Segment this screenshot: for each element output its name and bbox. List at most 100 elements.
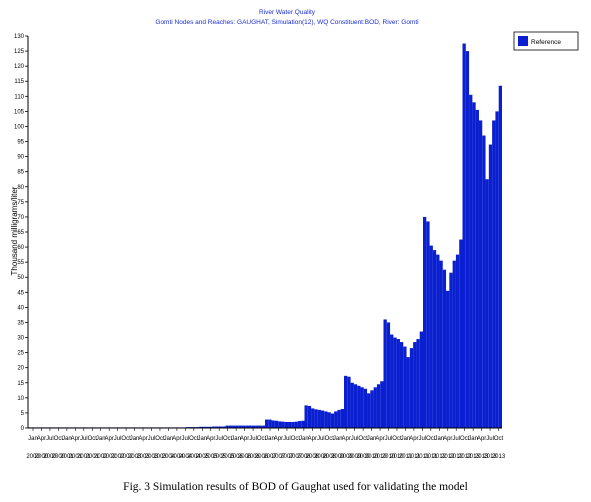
- bar: [330, 413, 335, 428]
- y-tick-label: 100: [14, 124, 25, 130]
- x-tick-month: Apr: [37, 436, 46, 442]
- bar: [294, 421, 298, 428]
- x-tick-year: 2008: [314, 454, 328, 460]
- y-tick-label: 10: [17, 396, 24, 402]
- x-tick-year: 2012: [433, 454, 447, 460]
- x-tick-month: Jan: [468, 436, 478, 442]
- x-tick-month: Oct: [426, 436, 436, 442]
- x-tick-year: 2010: [373, 454, 387, 460]
- bar: [209, 426, 213, 428]
- x-tick-year: 2000: [43, 454, 57, 460]
- bar: [478, 120, 483, 428]
- bar: [409, 348, 414, 428]
- bar: [274, 420, 279, 428]
- bar: [485, 179, 489, 428]
- y-tick-label: 15: [17, 381, 24, 387]
- x-tick-year: 2006: [255, 454, 269, 460]
- y-tick-label: 95: [17, 140, 24, 146]
- bar: [432, 250, 437, 428]
- x-tick-year: 2013: [466, 454, 480, 460]
- bar: [301, 420, 305, 428]
- x-tick-year: 2010: [365, 454, 379, 460]
- x-tick-year: 2011: [424, 454, 438, 460]
- x-tick-month: Apr: [342, 436, 351, 442]
- x-tick-year: 2004: [170, 454, 184, 460]
- x-tick-year: 2006: [238, 454, 252, 460]
- bar: [241, 425, 246, 428]
- bar: [360, 387, 364, 428]
- bar: [340, 409, 344, 428]
- bar: [215, 426, 219, 428]
- x-tick-month: Jul: [215, 436, 223, 442]
- chart-title: River Water Quality: [259, 9, 316, 16]
- x-axis: Jan 2000 Apr 2000 Jul 2000 Oct 2000 Jan 2001 Apr 20…: [26, 428, 506, 460]
- x-tick-month: Oct: [155, 436, 165, 442]
- bar-series: [28, 43, 502, 429]
- x-tick-month: Jul: [385, 436, 393, 442]
- bar: [255, 425, 259, 428]
- bar: [419, 331, 423, 428]
- x-tick-year: 2011: [416, 454, 430, 460]
- x-tick-month: Jan: [164, 436, 174, 442]
- x-tick-year: 2003: [153, 454, 167, 460]
- bar: [446, 290, 450, 428]
- x-tick-year: 2003: [145, 454, 159, 460]
- x-tick-year: 2005: [204, 454, 218, 460]
- x-tick-year: 2002: [111, 454, 125, 460]
- bar: [396, 339, 400, 428]
- y-tick-label: 130: [14, 34, 25, 40]
- y-tick-label: 30: [17, 336, 24, 342]
- x-tick-year: 2007: [280, 454, 294, 460]
- x-tick-month: Jan: [333, 436, 343, 442]
- x-tick-month: Jul: [351, 436, 359, 442]
- bar: [482, 135, 486, 428]
- bar: [488, 144, 493, 429]
- x-tick-month: Jan: [62, 436, 72, 442]
- x-tick-month: Oct: [460, 436, 470, 442]
- x-tick-month: Jul: [419, 436, 427, 442]
- y-tick-label: 25: [17, 351, 24, 357]
- bar: [376, 384, 381, 428]
- legend-box: [513, 31, 579, 51]
- bar: [284, 421, 289, 428]
- bar: [347, 376, 351, 428]
- x-tick-year: 2008: [306, 454, 320, 460]
- y-tick-label: 105: [14, 109, 25, 115]
- bar: [304, 405, 308, 428]
- y-tick-label: 80: [17, 185, 24, 191]
- x-tick-month: Apr: [138, 436, 147, 442]
- x-tick-year: 2001: [69, 454, 83, 460]
- bar: [393, 337, 397, 428]
- y-tick-label: 50: [17, 275, 24, 281]
- y-tick-label: 20: [17, 366, 24, 372]
- x-tick-year: 2008: [323, 454, 337, 460]
- x-tick-year: 2006: [229, 454, 243, 460]
- x-tick-month: Oct: [189, 436, 199, 442]
- y-tick-label: 35: [17, 320, 24, 326]
- bar: [370, 390, 374, 428]
- bar: [251, 425, 256, 428]
- y-axis-label: Thousand milligrams/liter: [10, 186, 19, 275]
- bar: [423, 216, 427, 428]
- x-tick-month: Apr: [443, 436, 452, 442]
- x-tick-year: 2009: [348, 454, 362, 460]
- x-tick-month: Jan: [401, 436, 411, 442]
- bar: [367, 393, 371, 428]
- x-tick-month: Oct: [325, 436, 335, 442]
- x-tick-month: Jan: [197, 436, 207, 442]
- bar: [291, 421, 295, 428]
- bar: [498, 85, 502, 428]
- bar: [317, 409, 321, 428]
- bar: [297, 421, 302, 428]
- x-tick-month: Oct: [494, 436, 504, 442]
- x-tick-year: 2011: [407, 454, 421, 460]
- x-tick-month: Jan: [96, 436, 106, 442]
- bar: [416, 339, 420, 428]
- bar: [281, 421, 285, 428]
- chart-subtitle: Gomti Nodes and Reaches: GAUGHAT, Simula…: [155, 19, 418, 26]
- bar: [495, 111, 499, 428]
- x-tick-year: 2013: [492, 454, 506, 460]
- bar: [455, 254, 460, 428]
- y-tick-label: 5: [21, 411, 25, 417]
